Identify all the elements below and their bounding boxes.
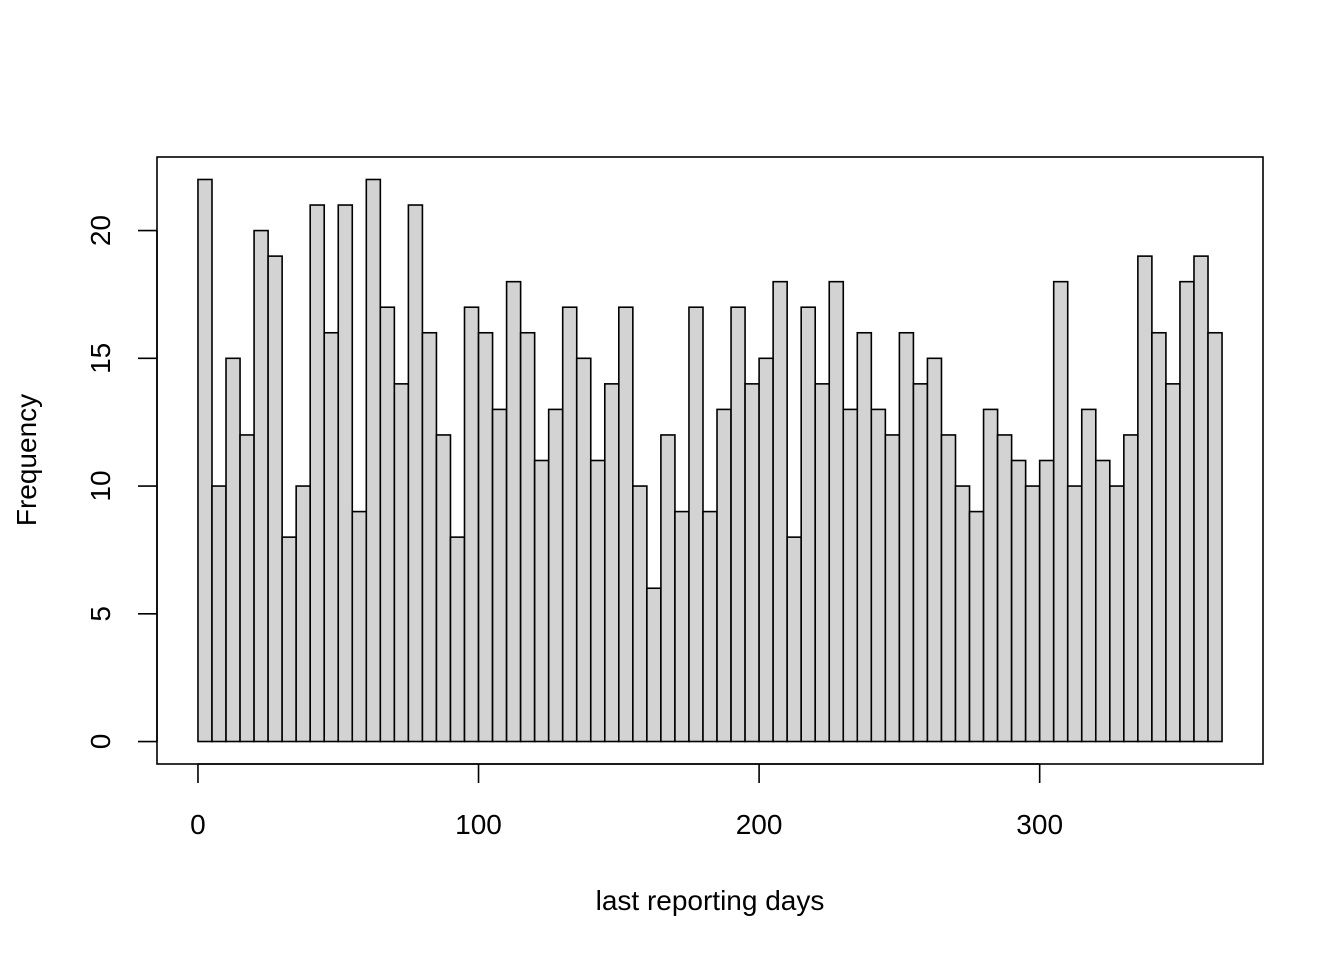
histogram-bar: [1010, 459, 1027, 743]
histogram-bar: [730, 306, 746, 743]
histogram-bar: [926, 357, 943, 743]
y-tick-label: 20: [85, 215, 116, 246]
histogram-bar: [435, 434, 452, 743]
histogram-bar: [1052, 280, 1069, 743]
histogram-bar: [646, 587, 662, 743]
histogram-bar: [421, 331, 438, 743]
histogram-bar: [449, 536, 466, 743]
histogram-bar: [547, 408, 564, 743]
histogram-bar: [632, 485, 648, 743]
histogram-bar: [940, 434, 957, 743]
histogram-bar: [758, 357, 774, 743]
x-tick-label: 200: [736, 809, 783, 840]
histogram-bar: [393, 383, 410, 743]
y-axis: 0 5 10 15 20: [85, 215, 158, 750]
histogram-bar: [996, 434, 1013, 743]
histogram-bar: [323, 331, 340, 743]
histogram-bar: [912, 383, 929, 743]
histogram-bar: [884, 434, 901, 743]
histogram-bar: [533, 459, 550, 743]
histogram-bar: [1094, 459, 1111, 743]
histogram-bar: [898, 331, 915, 743]
histogram-bar: [575, 357, 592, 743]
histogram-bar: [1109, 485, 1125, 743]
histogram-bar: [211, 485, 227, 743]
histogram-bar: [365, 178, 382, 743]
histogram-bar: [814, 383, 831, 743]
histogram-bar: [1165, 383, 1181, 743]
histogram-bar: [674, 510, 690, 743]
x-axis-title: last reporting days: [596, 885, 825, 916]
histogram-bar: [842, 408, 859, 743]
histogram-bar: [800, 306, 817, 743]
histogram-bar: [786, 536, 802, 743]
y-axis-title: Frequency: [11, 394, 42, 526]
histogram-bar: [954, 485, 971, 743]
histogram-bar: [519, 331, 536, 743]
histogram-bar: [1207, 331, 1223, 743]
histogram-bar: [660, 434, 676, 743]
histogram-bar: [253, 229, 269, 743]
histogram-bar: [463, 306, 480, 743]
histogram-bar: [1080, 408, 1097, 743]
x-tick-label: 100: [455, 809, 502, 840]
histogram-bar: [744, 383, 760, 743]
y-tick-label: 5: [85, 606, 116, 622]
histogram-bar: [618, 306, 634, 743]
x-tick-label: 300: [1016, 809, 1063, 840]
y-tick-label: 15: [85, 343, 116, 374]
histogram-bar: [688, 306, 704, 743]
histogram-bar: [1066, 485, 1083, 743]
y-tick-label: 10: [85, 470, 116, 501]
histogram-bar: [281, 536, 297, 743]
histogram-bar: [561, 306, 578, 743]
histogram-bar: [1151, 331, 1167, 743]
histogram-bar: [870, 408, 887, 743]
histogram-bar: [1123, 434, 1139, 743]
histogram-bar: [1024, 485, 1041, 743]
histogram-bar: [828, 280, 845, 743]
histogram-bar: [1038, 459, 1055, 743]
histogram-bar: [856, 331, 873, 743]
histogram-bar: [351, 510, 368, 743]
histogram-bar: [505, 280, 522, 743]
histogram-bar: [1193, 255, 1209, 743]
histogram-bar: [225, 357, 241, 743]
histogram-bar: [702, 510, 718, 743]
y-tick-label: 0: [85, 734, 116, 750]
histogram-bar: [603, 383, 620, 743]
histogram-bar: [477, 331, 494, 743]
histogram-bar: [309, 204, 326, 743]
histogram-bar: [337, 204, 354, 743]
histogram-bar: [968, 510, 985, 743]
x-tick-label: 0: [190, 809, 206, 840]
histogram-bar: [589, 459, 606, 743]
histogram-bar: [379, 306, 396, 743]
histogram-bar: [295, 485, 311, 743]
histogram-bar: [772, 280, 788, 743]
x-axis: 0 100 200 300: [190, 763, 1063, 840]
histogram-bar: [407, 204, 424, 743]
histogram-bar: [716, 408, 732, 743]
histogram-bar: [239, 434, 255, 743]
histogram-bar: [982, 408, 999, 743]
histogram-bar: [491, 408, 508, 743]
histogram-bar: [267, 255, 283, 743]
histogram-bar: [1137, 255, 1153, 743]
bars-group: [197, 178, 1223, 743]
histogram-bar: [1179, 280, 1195, 743]
histogram-bar: [197, 178, 213, 743]
